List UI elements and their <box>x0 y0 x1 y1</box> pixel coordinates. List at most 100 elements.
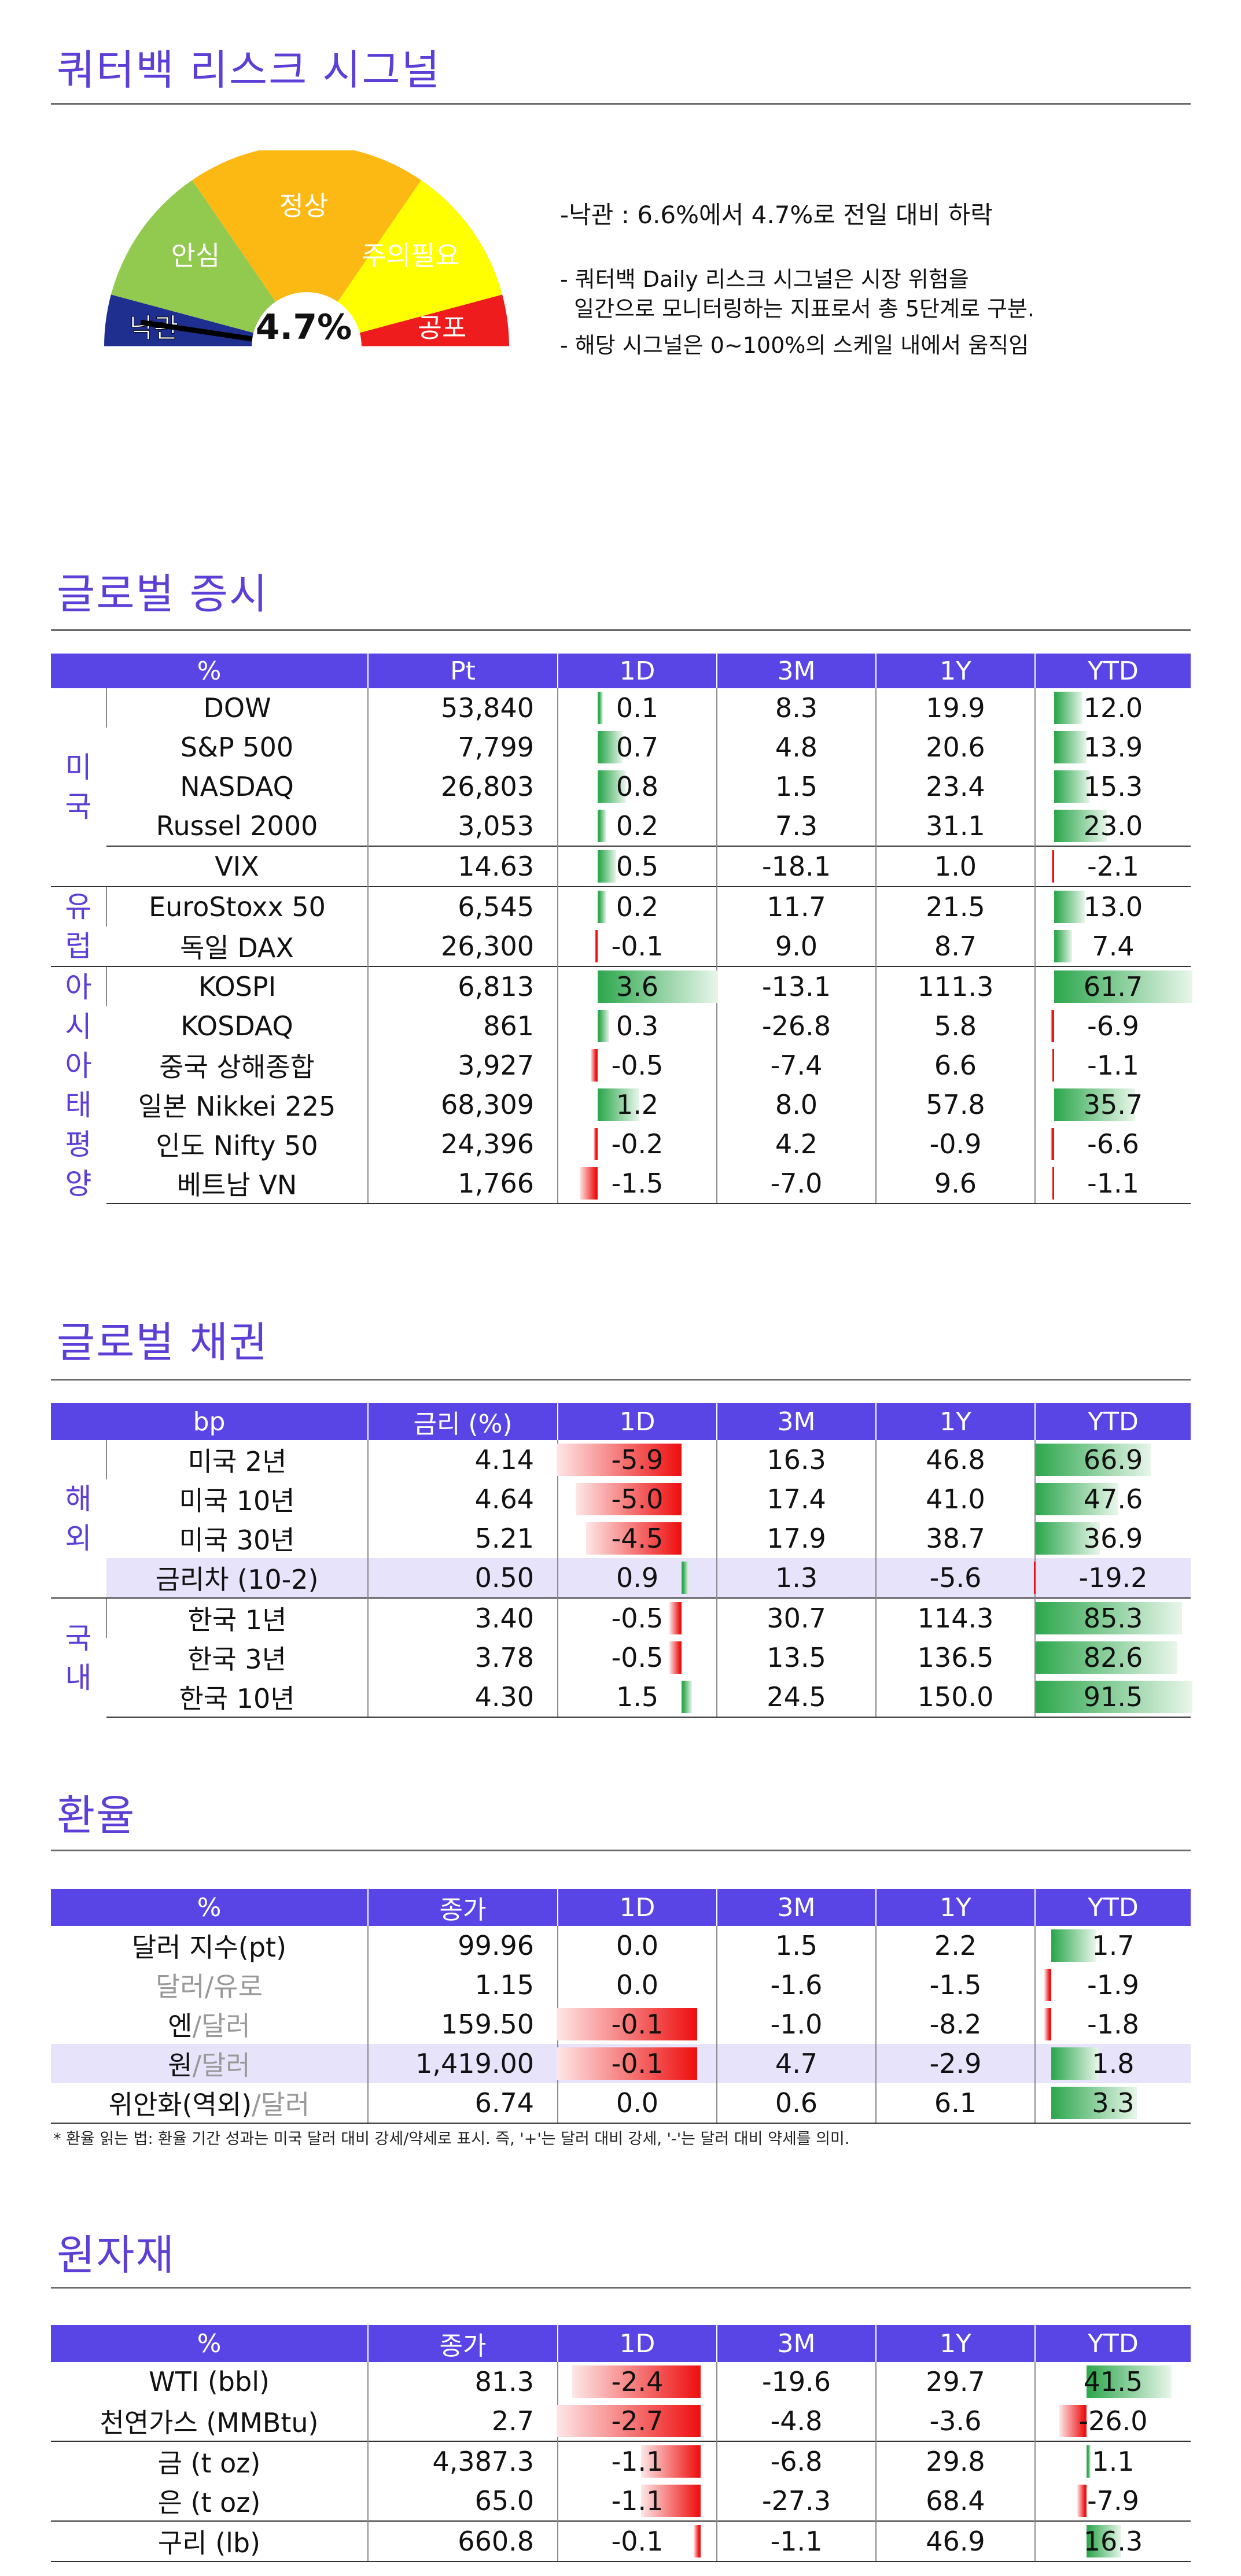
cell-value: 0.1 <box>616 692 659 724</box>
col-header: YTD <box>1034 2325 1191 2362</box>
data-bar-cell: -0.1 <box>557 2520 717 2562</box>
cell-value: 1.3 <box>716 1558 877 1598</box>
cell-value: 99.96 <box>367 1926 558 1965</box>
cell-value: -0.9 <box>875 1124 1035 1164</box>
cell-value: 68,309 <box>367 1085 558 1124</box>
cell-value: -1.9 <box>1087 1969 1139 2001</box>
data-bar-cell: -0.1 <box>557 2005 717 2044</box>
data-bar-cell: -1.1 <box>1034 1164 1191 1204</box>
negative-bar <box>572 2365 701 2398</box>
cell-value: 14.63 <box>367 846 558 887</box>
negative-bar <box>1050 1010 1055 1042</box>
col-header: 종가 <box>367 1889 558 1926</box>
table-row: 해 외 미국 2년 4.14 -5.9 16.3 46.8 66.9 <box>51 1440 1191 1555</box>
table-row: S&P 500 7,799 0.7 4.8 20.6 13.9 <box>51 728 1191 767</box>
cell-value: 7.3 <box>716 806 876 846</box>
row-name-part: 엔 <box>168 2010 193 2042</box>
gauge-needle-line <box>140 319 253 342</box>
cell-value: 31.1 <box>875 806 1035 846</box>
col-header: 1Y <box>875 654 1035 688</box>
cell-value: -18.1 <box>716 846 876 887</box>
cell-value: -0.1 <box>611 2526 664 2557</box>
row-name: 은 (t oz) <box>157 2487 261 2518</box>
cell-value: 150.0 <box>875 1677 1036 1718</box>
data-bar-cell: -2.4 <box>557 2362 717 2401</box>
cell-value: 15.3 <box>1083 771 1143 802</box>
table-row: 유 럽 EuroStoxx 50 6,545 0.2 11.7 21.5 13.0 <box>51 886 1191 966</box>
gauge-value: 4.7% <box>256 307 352 348</box>
cell-value: 0.50 <box>367 1558 558 1598</box>
positive-bar <box>681 1681 693 1713</box>
positive-bar <box>598 1010 610 1042</box>
row-name: KOSDAQ <box>181 1010 293 1042</box>
cell-value: -1.5 <box>611 1168 664 1199</box>
signal-title: 쿼터백 리스크 시그널 <box>57 46 441 94</box>
cell-value: 36.9 <box>1083 1523 1143 1554</box>
negative-bar <box>1034 1562 1036 1594</box>
cell-value: -19.2 <box>1078 1562 1148 1593</box>
data-bar-cell: -0.1 <box>557 927 717 966</box>
cell-value: 4.2 <box>716 1124 876 1164</box>
positive-bar <box>598 731 623 763</box>
negative-bar <box>557 2008 698 2040</box>
row-name-part: 달러 <box>201 2010 251 2042</box>
signal-note: 일간으로 모니터링하는 지표로서 총 5단계로 구분. <box>560 296 1035 322</box>
fx-table: % 종가 1D 3M 1Y YTD 달러 지수(pt) 99.96 0.0 1.5 2.… <box>51 1889 1191 2124</box>
cell-value: -6.9 <box>1087 1010 1139 1042</box>
cell-value: 0.7 <box>616 732 659 763</box>
cell-value: -8.2 <box>875 2005 1035 2044</box>
negative-bar <box>595 930 598 962</box>
negative-bar <box>1052 1167 1055 1200</box>
cell-value: 6,813 <box>367 966 558 1006</box>
row-name: 베트남 VN <box>106 1164 368 1204</box>
cell-value: -1.1 <box>716 2520 876 2562</box>
cell-value: 17.4 <box>716 1479 877 1519</box>
data-bar-cell: -1.9 <box>1034 1965 1191 2005</box>
table-row: 미 국 DOW 53,840 0.1 8.3 19.9 12.0 <box>51 688 1191 824</box>
data-bar-cell: -0.1 <box>557 2044 717 2083</box>
cell-value: 29.8 <box>875 2441 1035 2481</box>
positive-bar <box>598 970 718 1003</box>
data-bar-cell: 1.8 <box>1034 2044 1191 2083</box>
table-row: 달러/유로 1.15 0.0 -1.6 -1.5 -1.9 <box>51 1965 1191 2005</box>
data-bar-cell: -0.5 <box>557 1638 717 1677</box>
cell-value: 46.9 <box>875 2520 1035 2562</box>
table-row: 미국 30년 5.21 -4.5 17.9 38.7 36.9 <box>51 1519 1191 1558</box>
data-bar-cell: -4.5 <box>557 1519 717 1558</box>
positive-bar <box>1051 1929 1096 1962</box>
cell-value: -13.1 <box>716 966 876 1006</box>
cell-value: 21.5 <box>875 886 1035 927</box>
cell-value: -26.0 <box>1078 2405 1148 2437</box>
positive-bar <box>598 891 606 923</box>
cell-value: 24.5 <box>716 1677 877 1718</box>
row-name: WTI (bbl) <box>149 2366 270 2397</box>
equity-table: % Pt 1D 3M 1Y YTD 미 국 DOW 53,840 0.1 8.3 19.9 1… <box>51 654 1192 1204</box>
negative-bar <box>557 2405 701 2437</box>
negative-bar <box>640 2445 701 2478</box>
cell-value: 1.1 <box>1092 2446 1135 2477</box>
data-bar-cell: 91.5 <box>1034 1677 1193 1718</box>
cell-value: 66.9 <box>1083 1444 1143 1475</box>
data-bar-cell: -1.8 <box>1034 2005 1191 2044</box>
cell-value: 1.15 <box>367 1965 558 2005</box>
cell-value: -7.0 <box>716 1164 876 1204</box>
equity-title: 글로벌 증시 <box>57 570 269 618</box>
cell-value: 660.8 <box>367 2520 558 2562</box>
cell-value: -1.1 <box>611 2446 664 2477</box>
table-row: 천연가스 (MMBtu) 2.7 -2.7 -4.8 -3.6 -26.0 <box>51 2401 1191 2441</box>
cell-value: -2.9 <box>875 2044 1035 2083</box>
data-bar-cell: -1.1 <box>1034 1046 1191 1085</box>
cell-value: -1.1 <box>611 2485 664 2516</box>
col-header: 1Y <box>875 1889 1035 1926</box>
data-bar-cell: 0.1 <box>557 688 717 728</box>
col-header: YTD <box>1034 654 1191 688</box>
data-bar-cell: -7.9 <box>1034 2481 1191 2521</box>
cell-value: 0.3 <box>616 1010 659 1042</box>
table-row: 구리 (lb) 660.8 -0.1 -1.1 46.9 16.3 <box>51 2520 1191 2562</box>
gauge-zone-caution <box>337 180 503 333</box>
negative-bar <box>1044 2008 1051 2040</box>
row-name-part: 유로 <box>213 1971 263 2002</box>
table-row: 중국 상해종합 3,927 -0.5 -7.4 6.6 -1.1 <box>51 1046 1191 1085</box>
cell-value: 68.4 <box>875 2481 1035 2521</box>
